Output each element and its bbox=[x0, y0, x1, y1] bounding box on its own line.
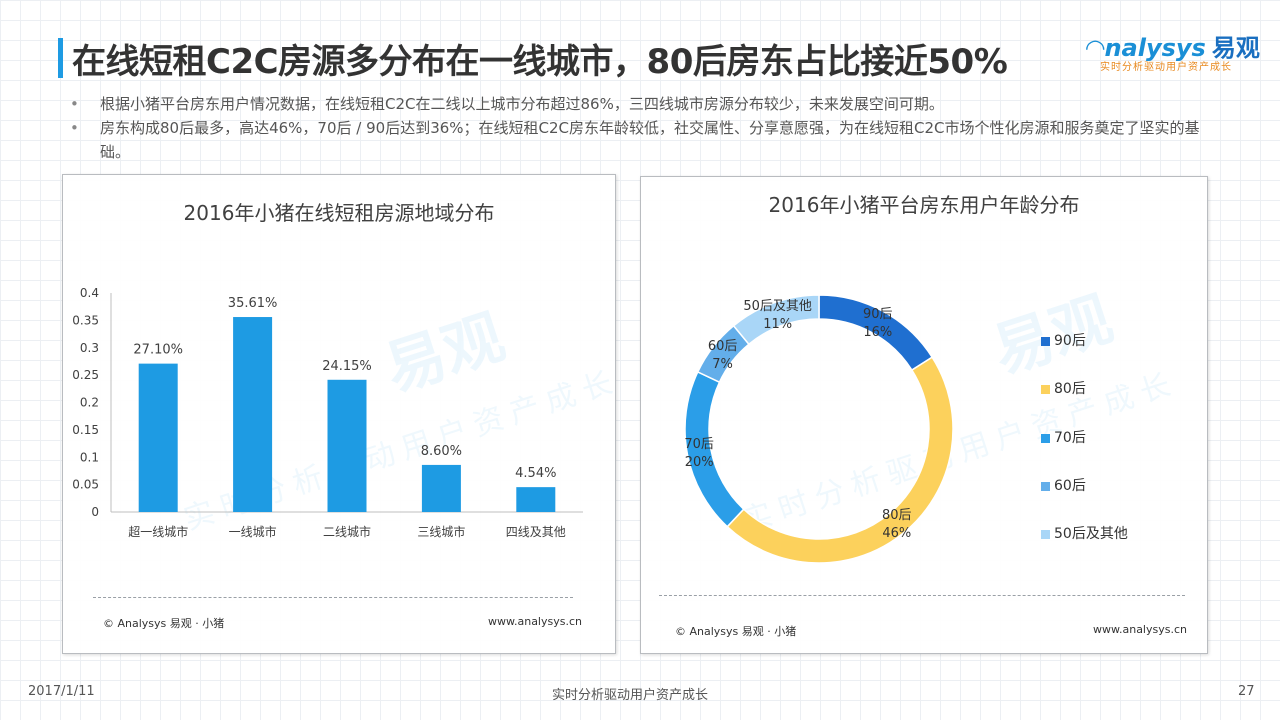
bar-y-tick-label: 0 bbox=[91, 505, 99, 519]
footer-date: 2017/1/11 bbox=[28, 684, 95, 699]
donut-slice-value-label: 7% bbox=[712, 357, 733, 372]
donut-slice-2 bbox=[726, 356, 954, 564]
donut-panel-divider bbox=[659, 595, 1185, 596]
page-title: 在线短租C2C房源多分布在一线城市，80后房东占比接近50% bbox=[72, 42, 1008, 82]
bar-data-label: 27.10% bbox=[133, 343, 183, 358]
bar-chart-panel: 易观 实时分析驱动用户资产成长 2016年小猪在线短租房源地域分布 0 0.05 0… bbox=[62, 174, 624, 654]
donut-slice-name-label: 80后 bbox=[882, 508, 912, 523]
bar-3 bbox=[327, 379, 367, 512]
donut-panel-site: www.analysys.cn bbox=[1093, 623, 1187, 636]
bar-x-tick-label: 三线城市 bbox=[417, 524, 465, 539]
donut-slice-value-label: 16% bbox=[863, 325, 892, 340]
bar-y-tick-label: 0.2 bbox=[80, 396, 99, 410]
legend-label-90: 90后 bbox=[1054, 333, 1086, 349]
legend-swatch-50 bbox=[1041, 529, 1050, 539]
bar-y-tick-label: 0.1 bbox=[80, 450, 99, 464]
legend-item-60: 60后 bbox=[1041, 475, 1086, 495]
bar-data-label: 35.61% bbox=[228, 296, 278, 311]
legend-swatch-80 bbox=[1041, 384, 1050, 394]
bar-data-label: 4.54% bbox=[515, 466, 556, 481]
bar-y-tick-label: 0.15 bbox=[72, 423, 99, 437]
donut-chart-panel: 易观 实时分析驱动用户资产成长 2016年小猪平台房东用户年龄分布 90后 16%… bbox=[640, 176, 1208, 654]
bar-x-tick-label: 四线及其他 bbox=[506, 525, 566, 539]
bullet-1: 根据小猪平台房东用户情况数据，在线短租C2C在二线以上城市分布超过86%，三四线… bbox=[70, 92, 1210, 116]
bar-y-tick-label: 0.25 bbox=[72, 368, 99, 382]
analysys-logo: ◠nalysys 易观 实时分析驱动用户资产成长 bbox=[1086, 28, 1260, 78]
bar-5 bbox=[516, 487, 556, 512]
legend-swatch-60 bbox=[1041, 481, 1050, 491]
summary-bullets: 根据小猪平台房东用户情况数据，在线短租C2C在二线以上城市分布超过86%，三四线… bbox=[70, 92, 1210, 164]
legend-item-80: 80后 bbox=[1041, 378, 1086, 398]
bar-panel-site: www.analysys.cn bbox=[488, 615, 582, 628]
legend-item-50: 50后及其他 bbox=[1041, 523, 1128, 543]
bar-data-label: 8.60% bbox=[421, 444, 462, 459]
bar-chart-title: 2016年小猪在线短租房源地域分布 bbox=[183, 201, 495, 225]
donut-slice-name-label: 50后及其他 bbox=[743, 299, 812, 314]
bar-y-tick-label: 0.4 bbox=[80, 286, 99, 300]
bar-x-tick-label: 超一线城市 bbox=[128, 524, 188, 539]
footer-tagline: 实时分析驱动用户资产成长 bbox=[552, 688, 709, 703]
legend-item-90: 90后 bbox=[1041, 330, 1086, 350]
donut-slice-value-label: 20% bbox=[685, 455, 714, 470]
bar-chart: 0 0.05 0.1 0.15 0.2 0.25 0.3 0.35 0.4 27.10% 超一线城市… bbox=[72, 286, 583, 539]
logo-tagline: 实时分析驱动用户资产成长 bbox=[1100, 62, 1232, 73]
bar-panel-divider bbox=[93, 597, 573, 598]
legend-label-80: 80后 bbox=[1054, 381, 1086, 397]
bar-2 bbox=[233, 317, 273, 512]
bar-4 bbox=[421, 464, 461, 512]
bullet-2: 房东构成80后最多，高达46%，70后 / 90后达到36%；在线短租C2C房东… bbox=[70, 116, 1210, 164]
donut-chart-title: 2016年小猪平台房东用户年龄分布 bbox=[768, 193, 1080, 217]
logo-mark-icon: ◠ bbox=[1086, 34, 1105, 62]
footer-page-number: 27 bbox=[1238, 684, 1255, 699]
legend-label-70: 70后 bbox=[1054, 430, 1086, 446]
donut-slice-5 bbox=[732, 294, 820, 346]
donut-slice-value-label: 46% bbox=[882, 526, 911, 541]
bar-x-tick-label: 二线城市 bbox=[323, 524, 371, 539]
donut-slice-value-label: 11% bbox=[763, 317, 792, 332]
bar-y-tick-label: 0.05 bbox=[72, 478, 99, 492]
logo-cn: 易观 bbox=[1211, 34, 1260, 62]
donut-panel-source: © Analysys 易观 · 小猪 bbox=[675, 625, 797, 638]
donut-chart: 90后 16% 80后 46% 70后 20% 60后 7% 50后及其他 11% bbox=[684, 294, 954, 564]
legend-label-50: 50后及其他 bbox=[1054, 526, 1128, 542]
bar-1 bbox=[138, 363, 178, 512]
bar-x-tick-label: 一线城市 bbox=[229, 524, 277, 539]
legend-swatch-90 bbox=[1041, 336, 1050, 346]
title-accent-bar bbox=[58, 38, 63, 78]
legend-swatch-70 bbox=[1041, 433, 1050, 443]
legend-label-60: 60后 bbox=[1054, 478, 1086, 494]
bar-data-label: 24.15% bbox=[322, 359, 372, 374]
legend-item-70: 70后 bbox=[1041, 427, 1086, 447]
bar-y-tick-label: 0.35 bbox=[72, 313, 99, 327]
donut-slice-name-label: 60后 bbox=[708, 339, 738, 354]
bar-panel-source: © Analysys 易观 · 小猪 bbox=[103, 617, 225, 630]
donut-slice-name-label: 90后 bbox=[863, 307, 893, 322]
logo-text: nalysys bbox=[1104, 34, 1206, 62]
donut-slice-name-label: 70后 bbox=[684, 437, 714, 452]
bar-y-tick-label: 0.3 bbox=[80, 341, 99, 355]
